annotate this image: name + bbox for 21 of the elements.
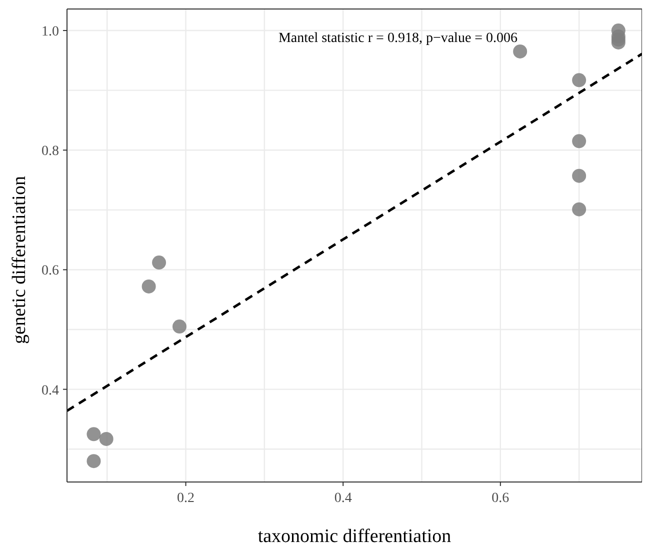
point [513, 44, 528, 58]
point [86, 454, 101, 468]
point [86, 427, 101, 442]
point [142, 279, 156, 294]
y-tick-label: 1.0 [42, 24, 59, 40]
point [572, 134, 586, 148]
point [152, 256, 166, 270]
point [572, 202, 586, 216]
x-axis-title: taxonomic differentiation [258, 526, 452, 547]
y-tick-label: 0.6 [42, 264, 59, 279]
point [172, 320, 186, 334]
y-tick-label: 0.4 [42, 383, 59, 398]
point [572, 168, 586, 183]
x-tick-label: 0.2 [177, 491, 195, 506]
y-tick-label: 0.8 [42, 144, 59, 160]
x-tick-label: 0.4 [334, 491, 352, 506]
point [99, 432, 114, 446]
point [572, 73, 586, 88]
annotation: Mantel statistic r = 0.918, p−value = 0.006 [277, 31, 519, 47]
y-axis-title: genetic differentiation [9, 175, 31, 346]
x-tick-label: 0.6 [492, 491, 510, 506]
